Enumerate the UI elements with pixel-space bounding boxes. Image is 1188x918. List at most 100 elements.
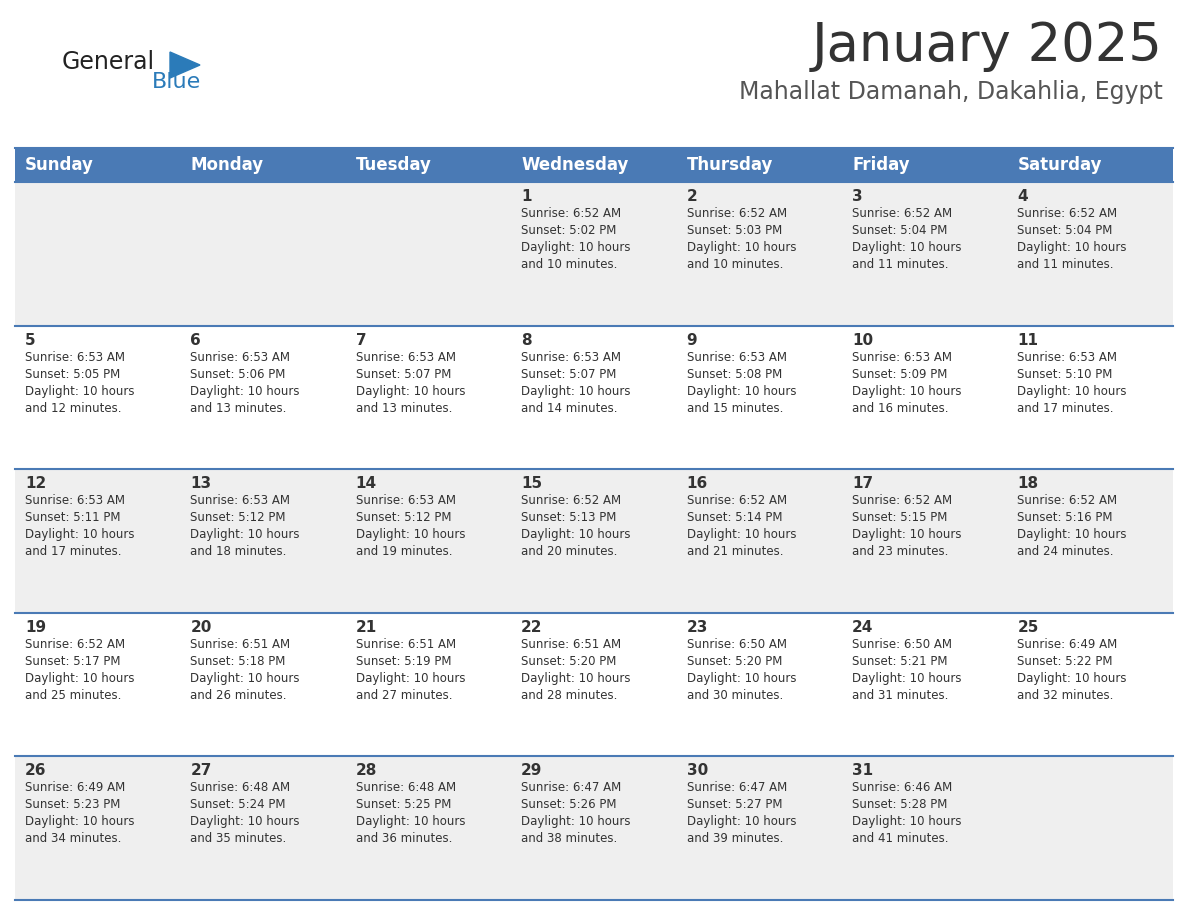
Bar: [511, 182, 677, 326]
Text: Sunday: Sunday: [25, 156, 94, 174]
Bar: [677, 756, 842, 900]
Bar: [346, 326, 511, 469]
Text: General: General: [62, 50, 156, 74]
Text: 26: 26: [25, 764, 46, 778]
Bar: [15, 613, 181, 756]
Bar: [15, 148, 181, 182]
Text: Sunrise: 6:53 AM
Sunset: 5:05 PM
Daylight: 10 hours
and 12 minutes.: Sunrise: 6:53 AM Sunset: 5:05 PM Dayligh…: [25, 351, 134, 415]
Text: 23: 23: [687, 620, 708, 635]
Bar: [1007, 326, 1173, 469]
Text: 22: 22: [522, 620, 543, 635]
Text: 30: 30: [687, 764, 708, 778]
Bar: [842, 613, 1007, 756]
Text: 7: 7: [355, 332, 366, 348]
Bar: [842, 469, 1007, 613]
Bar: [677, 326, 842, 469]
Bar: [1007, 182, 1173, 326]
Bar: [677, 148, 842, 182]
Text: Sunrise: 6:53 AM
Sunset: 5:06 PM
Daylight: 10 hours
and 13 minutes.: Sunrise: 6:53 AM Sunset: 5:06 PM Dayligh…: [190, 351, 299, 415]
Text: Wednesday: Wednesday: [522, 156, 628, 174]
Bar: [181, 326, 346, 469]
Text: Sunrise: 6:53 AM
Sunset: 5:11 PM
Daylight: 10 hours
and 17 minutes.: Sunrise: 6:53 AM Sunset: 5:11 PM Dayligh…: [25, 494, 134, 558]
Bar: [346, 756, 511, 900]
Text: 8: 8: [522, 332, 532, 348]
Text: 29: 29: [522, 764, 543, 778]
Bar: [181, 148, 346, 182]
Bar: [15, 326, 181, 469]
Text: Sunrise: 6:52 AM
Sunset: 5:02 PM
Daylight: 10 hours
and 10 minutes.: Sunrise: 6:52 AM Sunset: 5:02 PM Dayligh…: [522, 207, 631, 271]
Bar: [346, 148, 511, 182]
Text: Sunrise: 6:52 AM
Sunset: 5:03 PM
Daylight: 10 hours
and 10 minutes.: Sunrise: 6:52 AM Sunset: 5:03 PM Dayligh…: [687, 207, 796, 271]
Text: Sunrise: 6:52 AM
Sunset: 5:04 PM
Daylight: 10 hours
and 11 minutes.: Sunrise: 6:52 AM Sunset: 5:04 PM Dayligh…: [852, 207, 961, 271]
Text: 12: 12: [25, 476, 46, 491]
Text: Sunrise: 6:53 AM
Sunset: 5:09 PM
Daylight: 10 hours
and 16 minutes.: Sunrise: 6:53 AM Sunset: 5:09 PM Dayligh…: [852, 351, 961, 415]
Text: Thursday: Thursday: [687, 156, 773, 174]
Bar: [346, 469, 511, 613]
Text: Sunrise: 6:49 AM
Sunset: 5:22 PM
Daylight: 10 hours
and 32 minutes.: Sunrise: 6:49 AM Sunset: 5:22 PM Dayligh…: [1017, 638, 1127, 701]
Text: 3: 3: [852, 189, 862, 204]
Bar: [15, 756, 181, 900]
Bar: [181, 613, 346, 756]
Text: 13: 13: [190, 476, 211, 491]
Text: Sunrise: 6:52 AM
Sunset: 5:04 PM
Daylight: 10 hours
and 11 minutes.: Sunrise: 6:52 AM Sunset: 5:04 PM Dayligh…: [1017, 207, 1127, 271]
Text: 1: 1: [522, 189, 532, 204]
Bar: [511, 613, 677, 756]
Text: 6: 6: [190, 332, 201, 348]
Text: Sunrise: 6:51 AM
Sunset: 5:18 PM
Daylight: 10 hours
and 26 minutes.: Sunrise: 6:51 AM Sunset: 5:18 PM Dayligh…: [190, 638, 299, 701]
Text: Sunrise: 6:50 AM
Sunset: 5:20 PM
Daylight: 10 hours
and 30 minutes.: Sunrise: 6:50 AM Sunset: 5:20 PM Dayligh…: [687, 638, 796, 701]
Text: Sunrise: 6:52 AM
Sunset: 5:15 PM
Daylight: 10 hours
and 23 minutes.: Sunrise: 6:52 AM Sunset: 5:15 PM Dayligh…: [852, 494, 961, 558]
Bar: [842, 326, 1007, 469]
Bar: [15, 469, 181, 613]
Bar: [181, 469, 346, 613]
Bar: [677, 469, 842, 613]
Text: 16: 16: [687, 476, 708, 491]
Bar: [677, 182, 842, 326]
Bar: [511, 469, 677, 613]
Bar: [181, 182, 346, 326]
Text: Sunrise: 6:52 AM
Sunset: 5:16 PM
Daylight: 10 hours
and 24 minutes.: Sunrise: 6:52 AM Sunset: 5:16 PM Dayligh…: [1017, 494, 1127, 558]
Bar: [1007, 756, 1173, 900]
Text: 9: 9: [687, 332, 697, 348]
Text: 11: 11: [1017, 332, 1038, 348]
Text: 5: 5: [25, 332, 36, 348]
Text: 31: 31: [852, 764, 873, 778]
Text: Sunrise: 6:52 AM
Sunset: 5:13 PM
Daylight: 10 hours
and 20 minutes.: Sunrise: 6:52 AM Sunset: 5:13 PM Dayligh…: [522, 494, 631, 558]
Text: Sunrise: 6:53 AM
Sunset: 5:07 PM
Daylight: 10 hours
and 13 minutes.: Sunrise: 6:53 AM Sunset: 5:07 PM Dayligh…: [355, 351, 466, 415]
Bar: [842, 182, 1007, 326]
Text: Sunrise: 6:53 AM
Sunset: 5:07 PM
Daylight: 10 hours
and 14 minutes.: Sunrise: 6:53 AM Sunset: 5:07 PM Dayligh…: [522, 351, 631, 415]
Text: Sunrise: 6:51 AM
Sunset: 5:20 PM
Daylight: 10 hours
and 28 minutes.: Sunrise: 6:51 AM Sunset: 5:20 PM Dayligh…: [522, 638, 631, 701]
Bar: [346, 182, 511, 326]
Text: 20: 20: [190, 620, 211, 635]
Text: 15: 15: [522, 476, 543, 491]
Text: Friday: Friday: [852, 156, 910, 174]
Bar: [511, 148, 677, 182]
Text: 24: 24: [852, 620, 873, 635]
Bar: [346, 613, 511, 756]
Bar: [511, 326, 677, 469]
Text: Sunrise: 6:53 AM
Sunset: 5:10 PM
Daylight: 10 hours
and 17 minutes.: Sunrise: 6:53 AM Sunset: 5:10 PM Dayligh…: [1017, 351, 1127, 415]
Text: Sunrise: 6:50 AM
Sunset: 5:21 PM
Daylight: 10 hours
and 31 minutes.: Sunrise: 6:50 AM Sunset: 5:21 PM Dayligh…: [852, 638, 961, 701]
Bar: [1007, 469, 1173, 613]
Text: 25: 25: [1017, 620, 1038, 635]
Text: 10: 10: [852, 332, 873, 348]
Text: Sunrise: 6:49 AM
Sunset: 5:23 PM
Daylight: 10 hours
and 34 minutes.: Sunrise: 6:49 AM Sunset: 5:23 PM Dayligh…: [25, 781, 134, 845]
Text: Sunrise: 6:53 AM
Sunset: 5:08 PM
Daylight: 10 hours
and 15 minutes.: Sunrise: 6:53 AM Sunset: 5:08 PM Dayligh…: [687, 351, 796, 415]
Text: Sunrise: 6:53 AM
Sunset: 5:12 PM
Daylight: 10 hours
and 18 minutes.: Sunrise: 6:53 AM Sunset: 5:12 PM Dayligh…: [190, 494, 299, 558]
Text: 27: 27: [190, 764, 211, 778]
Text: Blue: Blue: [152, 72, 201, 92]
Bar: [15, 182, 181, 326]
Text: Monday: Monday: [190, 156, 264, 174]
Bar: [1007, 613, 1173, 756]
Text: 14: 14: [355, 476, 377, 491]
Text: 28: 28: [355, 764, 377, 778]
Text: January 2025: January 2025: [813, 20, 1163, 72]
Text: Sunrise: 6:52 AM
Sunset: 5:14 PM
Daylight: 10 hours
and 21 minutes.: Sunrise: 6:52 AM Sunset: 5:14 PM Dayligh…: [687, 494, 796, 558]
Text: Mahallat Damanah, Dakahlia, Egypt: Mahallat Damanah, Dakahlia, Egypt: [739, 80, 1163, 104]
Text: Sunrise: 6:47 AM
Sunset: 5:26 PM
Daylight: 10 hours
and 38 minutes.: Sunrise: 6:47 AM Sunset: 5:26 PM Dayligh…: [522, 781, 631, 845]
Text: Sunrise: 6:47 AM
Sunset: 5:27 PM
Daylight: 10 hours
and 39 minutes.: Sunrise: 6:47 AM Sunset: 5:27 PM Dayligh…: [687, 781, 796, 845]
Text: Sunrise: 6:51 AM
Sunset: 5:19 PM
Daylight: 10 hours
and 27 minutes.: Sunrise: 6:51 AM Sunset: 5:19 PM Dayligh…: [355, 638, 466, 701]
Text: 19: 19: [25, 620, 46, 635]
Text: 18: 18: [1017, 476, 1038, 491]
Text: Sunrise: 6:48 AM
Sunset: 5:24 PM
Daylight: 10 hours
and 35 minutes.: Sunrise: 6:48 AM Sunset: 5:24 PM Dayligh…: [190, 781, 299, 845]
Bar: [842, 148, 1007, 182]
